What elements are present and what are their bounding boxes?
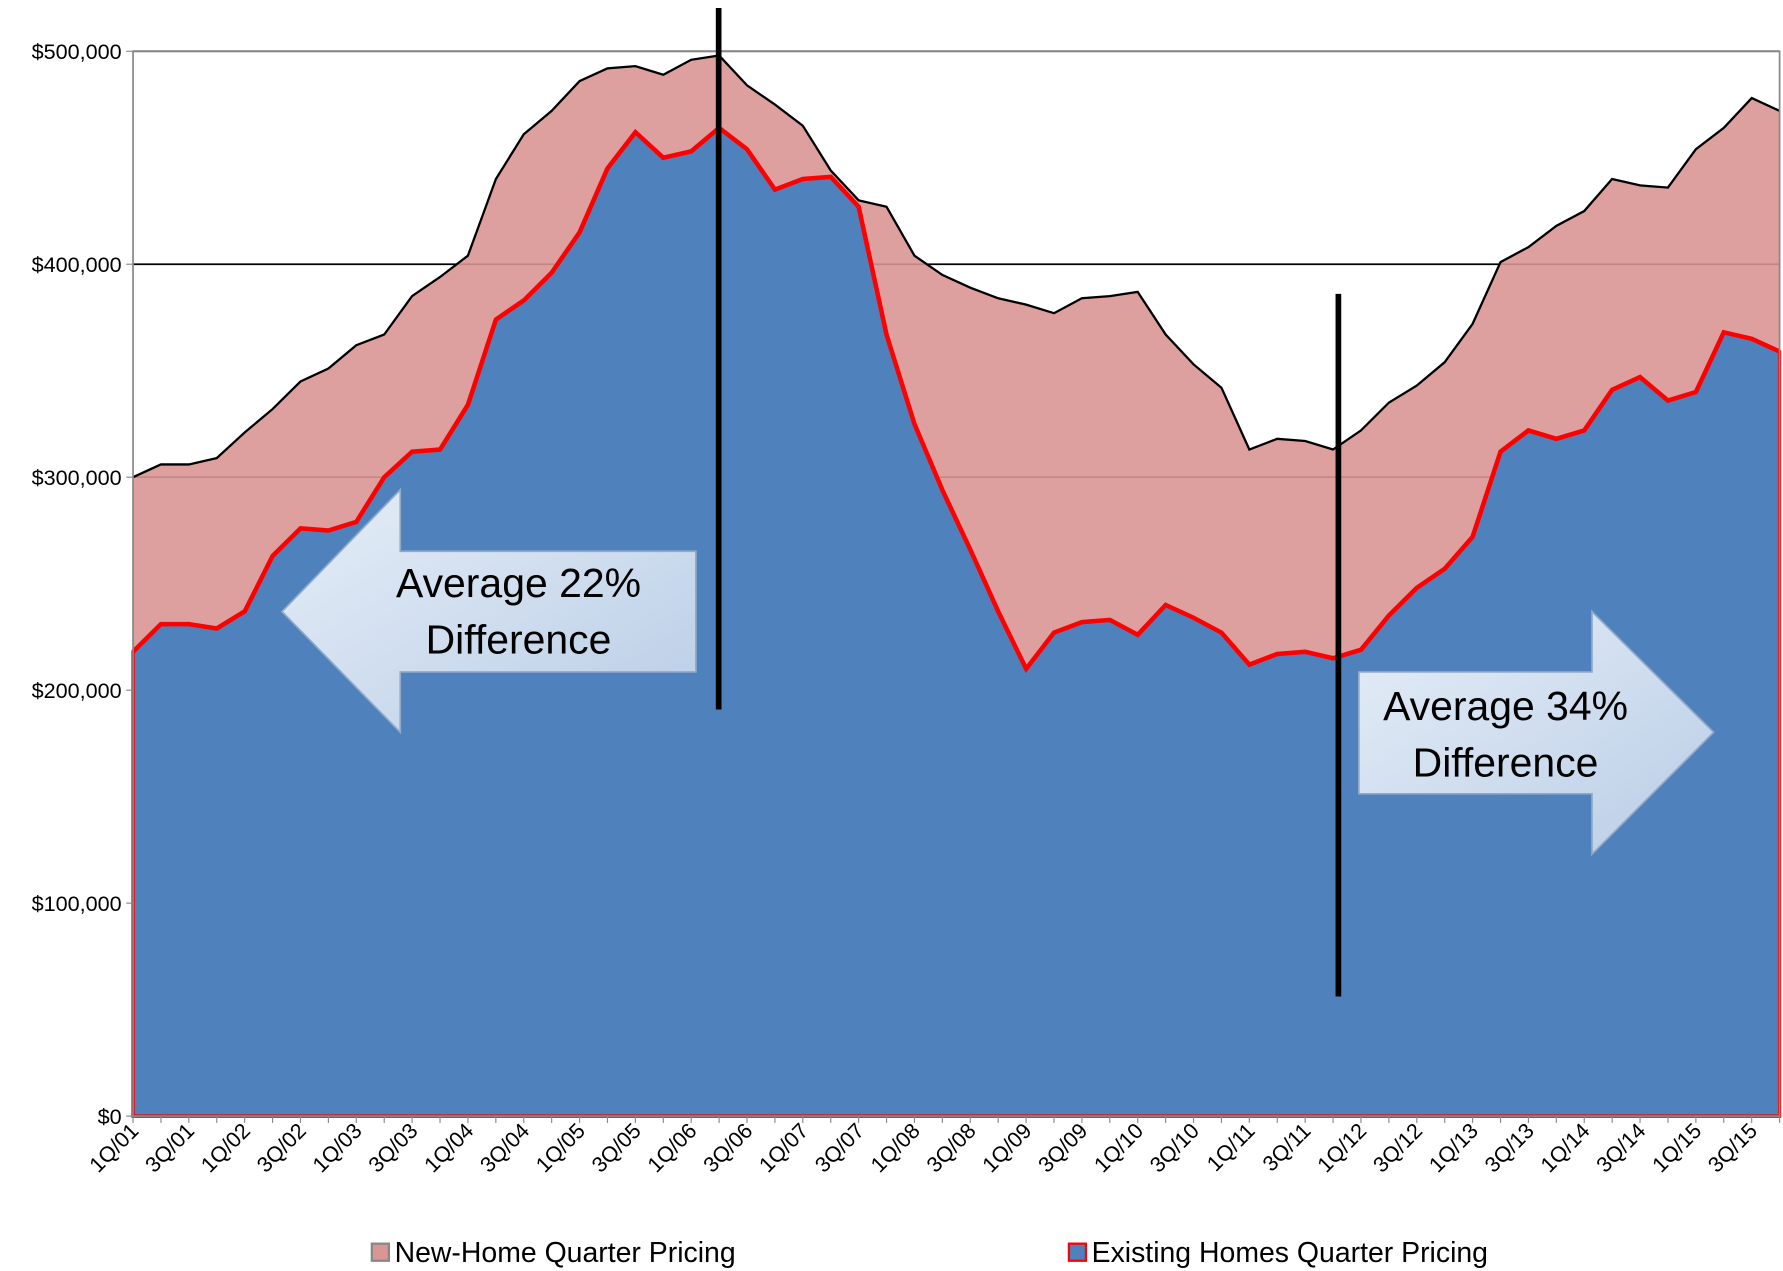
x-tick-label: 1Q/08	[866, 1118, 925, 1177]
y-tick-label: $0	[98, 1104, 122, 1129]
arrow	[1358, 609, 1715, 857]
x-tick-label: 1Q/13	[1424, 1118, 1483, 1177]
area-line	[132, 54, 1781, 479]
x-tick-label: 3Q/13	[1480, 1118, 1539, 1177]
x-tick-label: 3Q/02	[252, 1118, 311, 1177]
y-tick-label: $400,000	[32, 252, 122, 277]
plot-frame	[132, 50, 1781, 1117]
legend-label: Existing Homes Quarter Pricing	[1092, 1237, 1488, 1269]
y-tick-label: $100,000	[32, 891, 122, 916]
x-tick-label: 3Q/15	[1703, 1118, 1762, 1177]
annotation: Difference	[426, 617, 612, 663]
x-tick-label: 3Q/08	[921, 1118, 980, 1177]
y-tick-label: $500,000	[32, 39, 122, 64]
x-tick-label: 3Q/07	[810, 1118, 869, 1177]
legend-swatch	[1067, 1242, 1088, 1262]
x-tick-label: 3Q/05	[586, 1118, 645, 1177]
annotation: Difference	[1413, 740, 1599, 786]
x-tick-label: 1Q/12	[1312, 1118, 1371, 1177]
legend-swatch	[370, 1242, 391, 1262]
annotation: Average 22%	[396, 560, 641, 606]
x-tick-label: 1Q/10	[1089, 1118, 1148, 1177]
x-tick-label: 1Q/02	[196, 1118, 255, 1177]
arrow	[280, 487, 697, 735]
x-tick-label: 3Q/14	[1591, 1118, 1650, 1177]
x-tick-label: 3Q/03	[363, 1118, 422, 1177]
x-tick-label: 1Q/07	[754, 1118, 813, 1177]
x-tick-label: 3Q/11	[1257, 1118, 1315, 1176]
x-tick-label: 3Q/09	[1033, 1118, 1092, 1177]
x-tick-label: 1Q/03	[307, 1118, 366, 1177]
x-tick-label: 1Q/04	[419, 1118, 478, 1177]
legend-label: New-Home Quarter Pricing	[395, 1237, 736, 1269]
area-line	[131, 124, 1781, 674]
annotation: Average 34%	[1383, 683, 1628, 729]
x-tick-label: 3Q/06	[698, 1118, 757, 1177]
x-tick-label: 1Q/09	[977, 1118, 1036, 1177]
x-tick-label: 3Q/01	[140, 1118, 199, 1177]
y-tick-label: $200,000	[32, 678, 122, 703]
x-tick-label: 1Q/05	[531, 1118, 590, 1177]
x-tick-label: 1Q/15	[1647, 1118, 1706, 1177]
x-tick-label: 3Q/10	[1145, 1118, 1204, 1177]
x-tick-label: 1Q/14	[1535, 1118, 1594, 1177]
y-tick-label: $300,000	[32, 465, 122, 490]
x-tick-label: 3Q/12	[1368, 1118, 1427, 1177]
x-tick-label: 3Q/04	[475, 1118, 534, 1177]
x-tick-label: 1Q/11	[1202, 1118, 1260, 1176]
x-tick-label: 1Q/06	[642, 1118, 701, 1177]
